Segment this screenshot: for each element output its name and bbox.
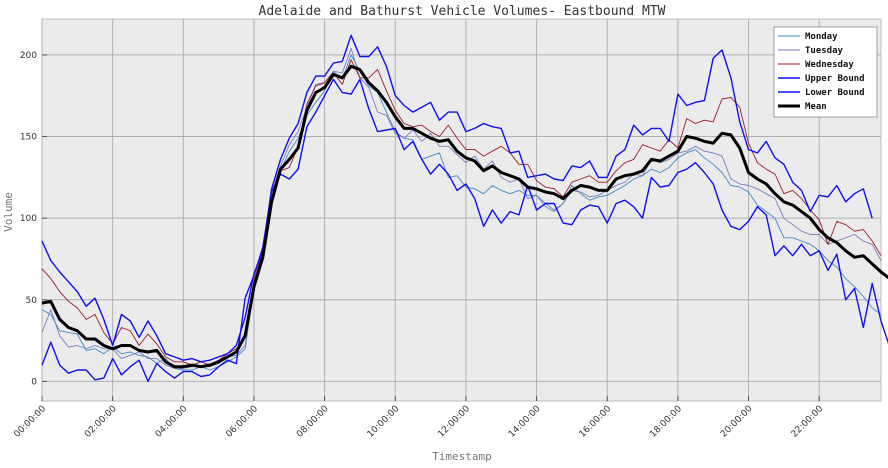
chart-title: Adelaide and Bathurst Vehicle Volumes- E… — [259, 4, 666, 19]
legend-label: Wednesday — [805, 60, 854, 70]
legend-label: Upper Bound — [805, 74, 865, 84]
x-tick-label: 04:00:00 — [154, 404, 190, 440]
series-lines — [41, 34, 888, 383]
series-line-lower-bound — [41, 78, 888, 383]
y-tick-label: 150 — [20, 133, 37, 143]
y-axis-label: Volume — [2, 192, 15, 232]
x-tick-label: 16:00:00 — [578, 404, 614, 440]
x-tick-label: 10:00:00 — [366, 404, 402, 440]
series-line-tuesday — [41, 47, 882, 369]
x-tick-label: 14:00:00 — [507, 404, 543, 440]
y-tick-label: 100 — [20, 214, 37, 224]
series-line-mean — [41, 64, 888, 369]
y-axis-ticks: 0 50 100 150 200 — [20, 51, 47, 387]
x-tick-label: 18:00:00 — [648, 404, 684, 440]
x-tick-label: 22:00:00 — [790, 404, 826, 440]
legend-label: Mean — [805, 102, 827, 112]
x-tick-label: 06:00:00 — [224, 404, 260, 440]
y-tick-label: 0 — [31, 377, 37, 387]
x-tick-label: 02:00:00 — [83, 404, 119, 440]
y-tick-label: 50 — [26, 296, 38, 306]
legend-label: Monday — [805, 32, 838, 42]
plot-area — [41, 18, 882, 402]
legend-label: Tuesday — [805, 46, 844, 56]
chart-legend: Monday Tuesday Wednesday Upper Bound Lower B… — [773, 26, 878, 118]
x-axis-ticks: 00:00:00 02:00:00 04:00:00 06:00:00 08:00:00… — [12, 396, 825, 440]
x-axis-label: Timestamp — [432, 450, 492, 463]
legend-box — [773, 26, 878, 118]
series-line-upper-bound — [41, 34, 873, 363]
x-tick-label: 12:00:00 — [436, 404, 472, 440]
x-tick-label: 08:00:00 — [295, 404, 331, 440]
series-line-wednesday — [41, 59, 882, 366]
x-tick-label: 00:00:00 — [12, 404, 48, 440]
x-tick-label: 20:00:00 — [719, 404, 755, 440]
y-tick-label: 200 — [20, 51, 37, 61]
legend-label: Lower Bound — [805, 88, 865, 98]
series-line-monday — [41, 54, 882, 371]
